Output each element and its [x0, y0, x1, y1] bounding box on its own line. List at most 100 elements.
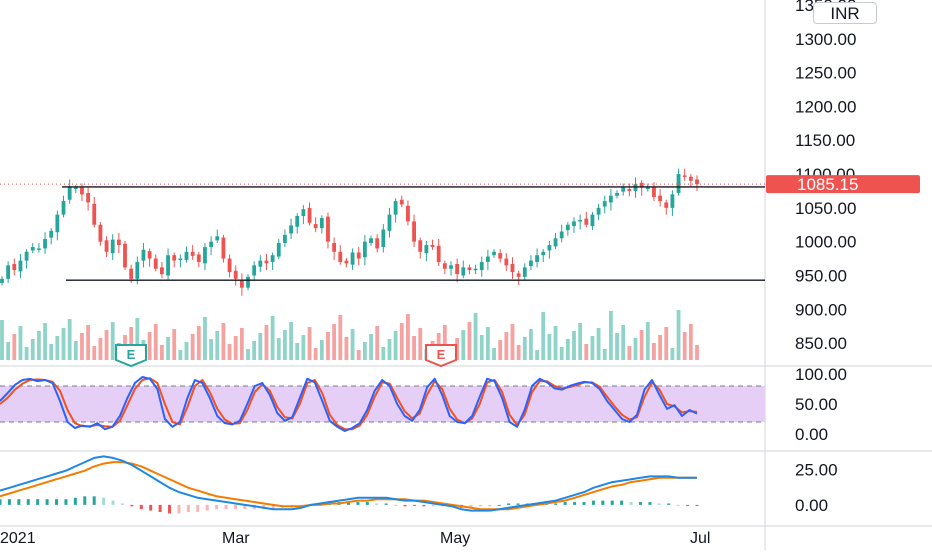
volume-bar — [92, 346, 97, 360]
macd-histogram-bar — [139, 504, 143, 510]
volume-bar — [584, 344, 589, 360]
macd-histogram-bar — [563, 502, 567, 505]
macd-histogram-bar — [0, 499, 2, 505]
candle-body — [578, 220, 583, 222]
volume-bar — [160, 345, 164, 360]
volume-bar — [104, 330, 109, 360]
volume-bar — [332, 324, 337, 360]
candle-body — [227, 258, 232, 273]
volume-bar — [516, 345, 521, 360]
volume-bar — [375, 326, 380, 360]
volume-bar — [442, 325, 447, 360]
volume-bar — [676, 310, 681, 360]
price-tick-label: 950.00 — [795, 266, 847, 285]
candle-body — [442, 263, 447, 269]
volume-bar — [608, 311, 613, 360]
macd-histogram-bar — [695, 504, 699, 506]
volume-bar — [221, 323, 226, 360]
volume-bar — [203, 317, 207, 360]
macd-histogram-bar — [394, 504, 398, 506]
volume-bar — [190, 334, 195, 360]
volume-bar — [61, 328, 66, 360]
macd-histogram-bar — [375, 503, 379, 505]
candle-body — [319, 218, 324, 229]
macd-histogram-bar — [620, 500, 624, 505]
candle-body — [479, 261, 484, 271]
earnings-marker: E — [425, 344, 457, 368]
volume-bar — [98, 338, 103, 360]
candle-body — [621, 187, 626, 192]
candle-body — [233, 270, 238, 279]
candle-body — [430, 245, 435, 248]
candle-body — [338, 251, 343, 262]
volume-bar — [80, 333, 84, 360]
candle-body — [387, 214, 392, 231]
candle-body — [449, 265, 453, 269]
candle-body — [350, 252, 355, 265]
candle-body — [129, 268, 134, 279]
macd-histogram-bar — [224, 504, 228, 510]
candle-body — [141, 249, 146, 261]
volume-bar — [412, 336, 416, 360]
volume-bar — [479, 335, 484, 360]
candle-body — [153, 258, 158, 269]
macd-histogram-bar — [667, 503, 671, 505]
candle-body — [196, 254, 201, 262]
macd-histogram-bar — [186, 504, 190, 513]
volume-bar — [184, 342, 189, 360]
macd-histogram-bar — [638, 502, 642, 505]
volume-bar — [86, 325, 91, 360]
candle-body — [270, 255, 275, 262]
candle-body — [166, 255, 170, 276]
volume-bar — [338, 315, 343, 360]
macd-histogram-bar — [488, 504, 492, 507]
macd-histogram-bar — [271, 504, 275, 510]
last-price-badge-bg — [766, 175, 920, 194]
earnings-badge — [115, 344, 147, 368]
volume-bar — [326, 332, 330, 360]
candle-body — [326, 216, 330, 242]
macd-histogram-bar — [7, 499, 11, 505]
macd-histogram-bar — [149, 504, 153, 511]
earnings-badge — [425, 344, 457, 368]
volume-bar — [645, 322, 650, 360]
macd-histogram-bar — [177, 504, 181, 514]
volume-bar — [664, 327, 669, 360]
volume-bar — [301, 335, 306, 360]
volume-bar — [43, 323, 47, 360]
candle-body — [24, 251, 29, 261]
candle-body — [135, 261, 140, 279]
volume-bar — [110, 322, 115, 360]
candle-body — [596, 207, 601, 215]
stochastic-tick-label: 50.00 — [795, 395, 838, 414]
candle-body — [160, 267, 164, 275]
candle-body — [98, 224, 103, 242]
earnings-marker: E — [115, 344, 147, 368]
volume-bar — [473, 313, 478, 360]
candle-body — [92, 203, 97, 225]
candle-body — [473, 268, 478, 271]
macd-histogram-bar — [516, 503, 520, 505]
candle-body — [289, 225, 293, 234]
volume-bar — [36, 331, 41, 360]
macd-histogram-bar — [422, 504, 426, 507]
macd-histogram-bar — [610, 500, 614, 505]
volume-bar — [535, 350, 539, 360]
volume-bar — [350, 329, 355, 360]
candle-body — [313, 224, 318, 229]
candle-body — [104, 240, 109, 252]
volume-bar — [362, 342, 367, 360]
currency-selector[interactable]: INR — [813, 2, 877, 24]
candle-body — [295, 215, 300, 227]
macd-histogram-bar — [233, 504, 237, 510]
price-tick-label: 1000.00 — [795, 233, 856, 252]
volume-bar — [418, 328, 423, 360]
macd-histogram-bar — [102, 497, 106, 505]
price-tick-label: 850.00 — [795, 334, 847, 353]
candle-body — [645, 187, 650, 190]
candle-body — [498, 253, 503, 259]
candle-body — [559, 231, 564, 239]
last-price-value: 1085.15 — [797, 175, 858, 194]
